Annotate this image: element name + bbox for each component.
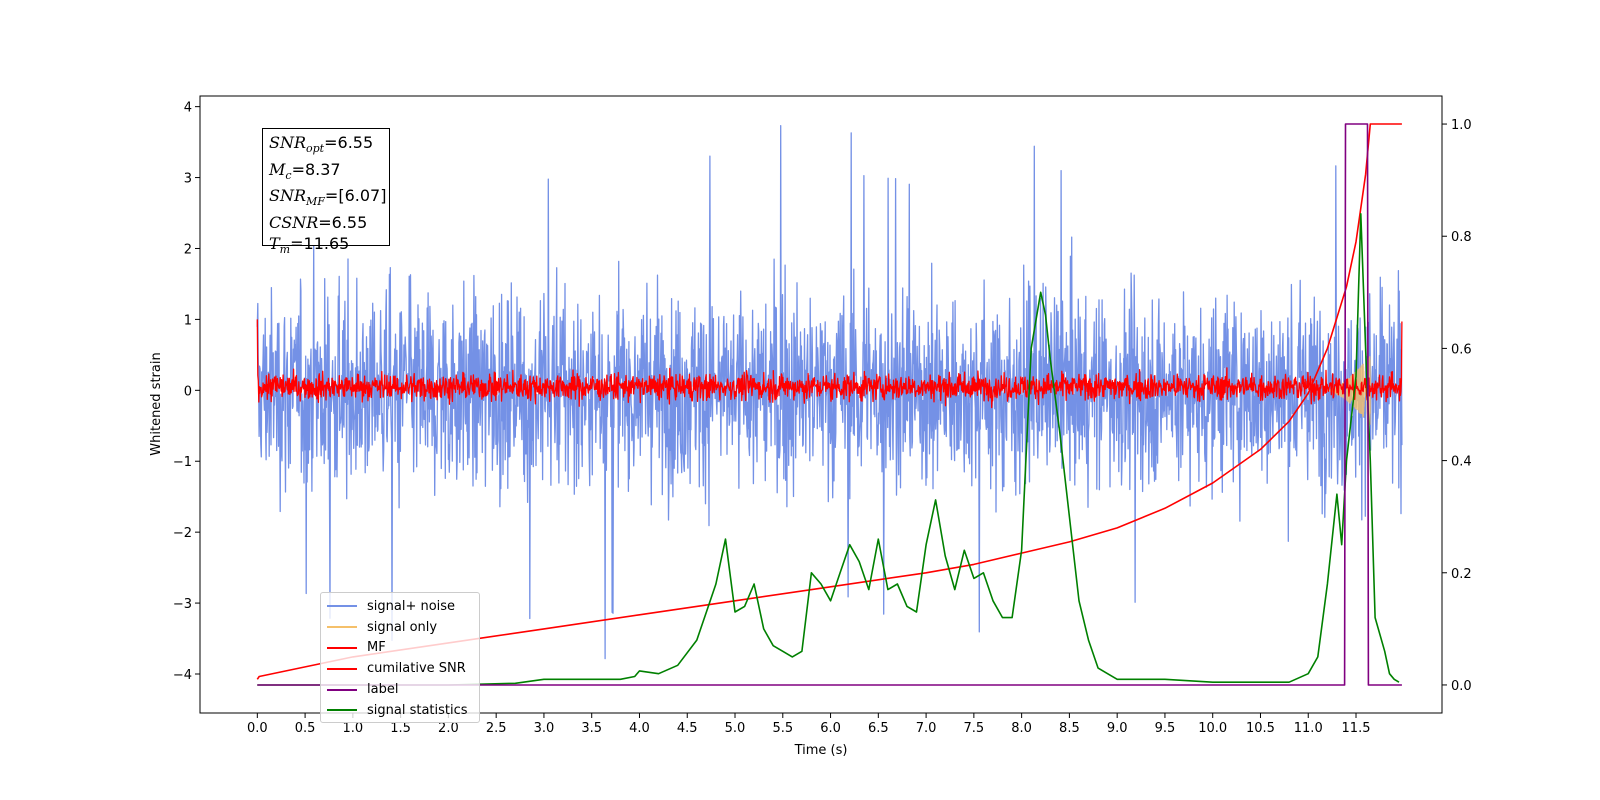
annotation-box: SNRopt=6.55 Mc=8.37 SNRMF=[6.07] CSNR=6.… xyxy=(262,128,390,256)
y2-tick-label: 0.8 xyxy=(1451,230,1472,245)
y-tick-label: 4 xyxy=(184,101,192,116)
legend-item: signal+ noise xyxy=(327,596,473,617)
x-tick-label: 10.5 xyxy=(1246,721,1275,736)
series-line-signal-noise xyxy=(256,125,1403,660)
x-tick-label: 8.5 xyxy=(1059,721,1080,736)
x-tick-label: 0.0 xyxy=(247,721,268,736)
y-tick-label: 1 xyxy=(184,313,192,328)
annotation-snr-opt: SNRopt=6.55 xyxy=(269,133,374,156)
legend-label: signal statistics xyxy=(367,702,468,718)
y-tick-label: 2 xyxy=(184,242,192,257)
annotation-mc-value: 8.37 xyxy=(304,159,341,179)
annotation-csnr-value: 6.55 xyxy=(331,213,368,233)
x-tick-label: 5.5 xyxy=(772,721,793,736)
y2-tick-label: 0.0 xyxy=(1451,679,1472,694)
annotation-tm-value: 11.65 xyxy=(303,233,350,253)
y-tick-label: −1 xyxy=(173,455,192,470)
x-tick-label: 7.5 xyxy=(964,721,985,736)
series-line-mf xyxy=(256,319,1403,409)
x-tick-label: 1.5 xyxy=(390,721,411,736)
y-tick-label: −2 xyxy=(173,526,192,541)
x-tick-label: 4.5 xyxy=(677,721,698,736)
annotation-csnr: CSNR=6.55 xyxy=(269,213,368,233)
x-tick-label: 10.0 xyxy=(1198,721,1227,736)
y2-tick-label: 0.6 xyxy=(1451,342,1472,357)
x-tick-label: 4.0 xyxy=(629,721,650,736)
legend-item: signal only xyxy=(327,617,473,638)
annotation-snr-mf: SNRMF=[6.07] xyxy=(269,186,387,209)
y2-tick-label: 1.0 xyxy=(1451,118,1472,133)
legend-swatch xyxy=(327,605,357,608)
x-tick-label: 3.5 xyxy=(581,721,602,736)
legend-label: cumilative SNR xyxy=(367,661,466,677)
legend-label: label xyxy=(367,682,399,698)
annotation-tm: Tm=11.65 xyxy=(269,233,350,256)
legend-swatch xyxy=(327,688,357,691)
y-tick-label: −3 xyxy=(173,597,192,612)
x-tick-label: 11.0 xyxy=(1294,721,1323,736)
x-tick-label: 0.5 xyxy=(295,721,316,736)
x-tick-label: 5.0 xyxy=(725,721,746,736)
plot-area-frame xyxy=(199,95,1443,714)
annotation-snr-opt-value: 6.55 xyxy=(337,133,374,152)
legend: signal+ noise signal only MF cumilative … xyxy=(320,592,480,723)
legend-item: cumilative SNR xyxy=(327,658,473,679)
x-tick-label: 7.0 xyxy=(916,721,937,736)
annotation-snr-mf-value: [6.07] xyxy=(338,186,387,206)
series-line-signal-statistics xyxy=(257,213,1400,686)
series-line-cumulative-snr xyxy=(256,123,1402,680)
legend-item: MF xyxy=(327,638,473,659)
y-tick-label: 3 xyxy=(184,172,192,187)
legend-swatch xyxy=(327,709,357,712)
x-axis-label: Time (s) xyxy=(794,743,848,758)
y-tick-label: 0 xyxy=(184,384,192,399)
legend-label: signal only xyxy=(367,619,438,635)
x-tick-label: 9.0 xyxy=(1107,721,1128,736)
y-tick-label: −4 xyxy=(173,668,192,683)
x-tick-label: 2.0 xyxy=(438,721,459,736)
x-tick-label: 3.0 xyxy=(534,721,555,736)
series-layer xyxy=(256,123,1403,686)
legend-swatch xyxy=(327,646,357,649)
y-axis-label: Whitened strain xyxy=(149,352,164,455)
x-tick-label: 1.0 xyxy=(343,721,364,736)
series-line-label xyxy=(257,123,1402,686)
legend-item: signal statistics xyxy=(327,700,473,721)
y-axis-left: 4 3 2 1 0 −1 −2 −3 −4 xyxy=(173,101,200,683)
legend-swatch xyxy=(327,626,357,629)
legend-label: MF xyxy=(367,640,386,656)
y2-tick-label: 0.2 xyxy=(1451,567,1472,582)
x-axis: 0.0 0.5 1.0 1.5 2.0 2.5 3.0 3.5 4.0 4.5 5.0 5.5 6.0 6… xyxy=(247,713,1371,736)
legend-swatch xyxy=(327,667,357,670)
x-tick-label: 6.5 xyxy=(868,721,889,736)
legend-item: label xyxy=(327,679,473,700)
x-tick-label: 6.0 xyxy=(820,721,841,736)
legend-label: signal+ noise xyxy=(367,598,456,614)
x-tick-label: 8.0 xyxy=(1011,721,1032,736)
x-tick-label: 9.5 xyxy=(1155,721,1176,736)
x-tick-label: 2.5 xyxy=(486,721,507,736)
x-tick-label: 11.5 xyxy=(1342,721,1371,736)
y2-tick-label: 0.4 xyxy=(1451,455,1472,470)
annotation-mc: Mc=8.37 xyxy=(269,159,341,182)
y-axis-right: 1.0 0.8 0.6 0.4 0.2 0.0 xyxy=(1442,118,1472,694)
